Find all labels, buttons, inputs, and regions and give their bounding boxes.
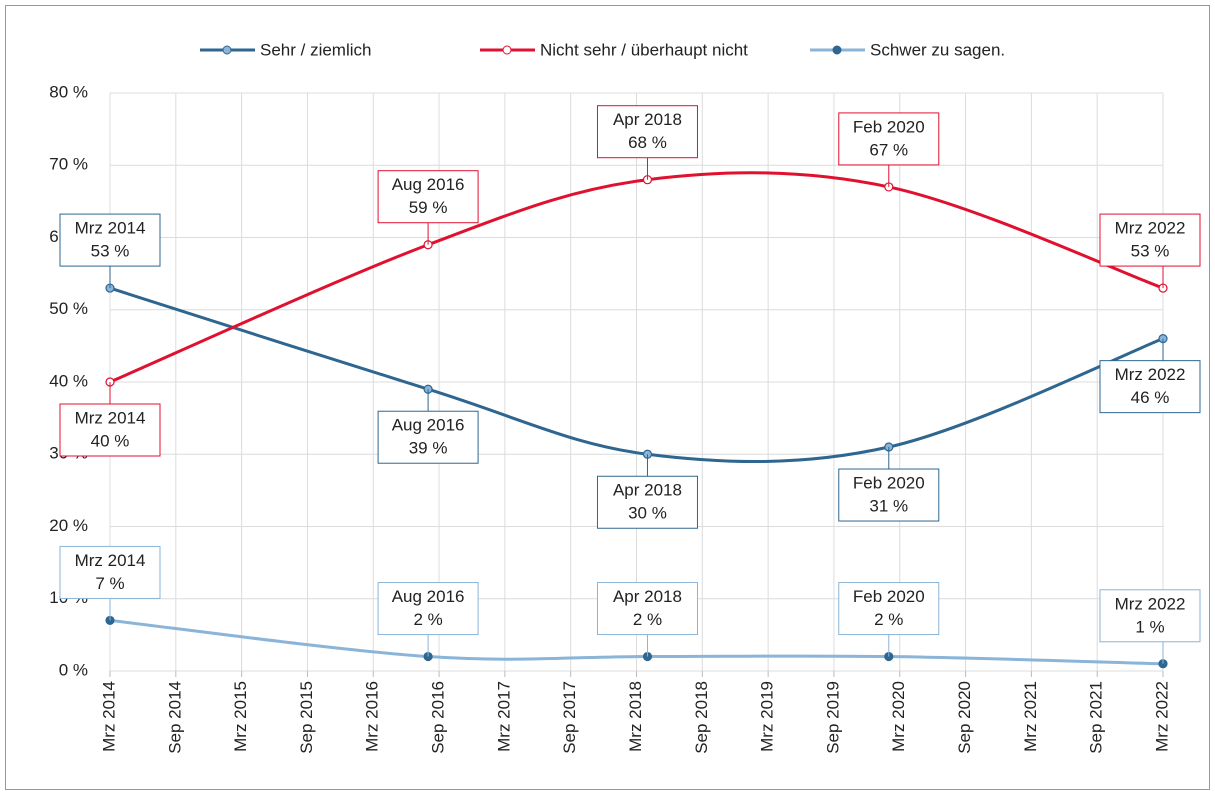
x-tick-label: Mrz 2022 [1152,681,1171,752]
label-value: 46 % [1131,388,1170,407]
label-date: Mrz 2022 [1115,219,1186,238]
label-date: Apr 2018 [613,481,682,500]
x-tick-label: Mrz 2020 [889,681,908,752]
label-value: 1 % [1135,617,1164,636]
data-label: Aug 2016 39 % [377,389,479,464]
legend-label: Schwer zu sagen. [870,40,1005,59]
data-label: Aug 2016 2 % [377,582,479,657]
y-tick-label: 20 % [49,516,88,535]
label-value: 2 % [633,610,662,629]
label-date: Aug 2016 [392,587,465,606]
label-date: Apr 2018 [613,587,682,606]
label-date: Aug 2016 [392,175,465,194]
label-date: Mrz 2014 [75,219,146,238]
label-box [59,545,161,599]
label-date: Mrz 2022 [1115,594,1186,613]
legend-label: Sehr / ziemlich [260,40,371,59]
label-date: Feb 2020 [853,474,925,493]
x-tick-label: Mrz 2014 [99,681,118,752]
x-tick-label: Sep 2021 [1087,681,1106,754]
label-date: Apr 2018 [613,110,682,129]
legend-label: Nicht sehr / überhaupt nicht [540,40,748,59]
label-value: 7 % [95,574,124,593]
x-tick-label: Sep 2020 [955,681,974,754]
label-box [59,213,161,267]
x-tick-label: Mrz 2017 [494,681,513,752]
x-tick-label: Sep 2017 [560,681,579,754]
data-label: Apr 2018 30 % [596,454,698,529]
label-box [377,582,479,636]
label-box [838,468,940,522]
label-value: 53 % [91,242,130,261]
label-value: 40 % [91,431,130,450]
label-box [1099,213,1201,267]
y-tick-label: 0 % [59,660,88,679]
label-box [377,410,479,464]
data-label: Mrz 2022 53 % [1099,213,1201,289]
data-label: Apr 2018 68 % [596,105,698,180]
label-value: 31 % [869,497,908,516]
label-box [377,170,479,224]
label-date: Mrz 2022 [1115,365,1186,384]
data-label: Apr 2018 2 % [596,582,698,657]
x-tick-label: Mrz 2015 [231,681,250,752]
data-label: Aug 2016 59 % [377,170,479,245]
x-tick-label: Mrz 2021 [1021,681,1040,752]
label-date: Feb 2020 [853,117,925,136]
label-value: 67 % [869,140,908,159]
label-value: 68 % [628,133,667,152]
data-label: Feb 2020 2 % [838,582,940,657]
data-label: Mrz 2022 1 % [1099,589,1201,664]
label-box [838,582,940,636]
label-box [596,582,698,636]
data-label: Mrz 2022 46 % [1099,338,1201,414]
x-tick-label: Sep 2014 [165,681,184,754]
x-tick-label: Sep 2016 [429,681,448,754]
x-tick-label: Mrz 2016 [363,681,382,752]
label-box [838,112,940,166]
data-label: Mrz 2014 7 % [59,545,161,621]
legend-marker [502,45,512,55]
label-date: Mrz 2014 [75,408,146,427]
x-tick-label: Mrz 2018 [626,681,645,752]
label-box [59,403,161,457]
label-date: Mrz 2014 [75,551,146,570]
label-value: 2 % [874,610,903,629]
legend-marker [222,45,232,55]
x-tick-label: Mrz 2019 [758,681,777,752]
y-tick-label: 80 % [49,82,88,101]
y-tick-label: 70 % [49,155,88,174]
data-label: Mrz 2014 40 % [59,382,161,457]
x-tick-label: Sep 2019 [823,681,842,754]
label-box [596,475,698,529]
data-label: Feb 2020 67 % [838,112,940,187]
label-date: Feb 2020 [853,587,925,606]
data-label: Mrz 2014 53 % [59,213,161,289]
label-box [596,105,698,159]
y-tick-label: 50 % [49,299,88,318]
label-value: 53 % [1131,242,1170,261]
label-box [1099,589,1201,643]
data-label: Feb 2020 31 % [838,447,940,522]
x-tick-label: Sep 2015 [297,681,316,754]
legend-marker [832,45,842,55]
x-tick-label: Sep 2018 [692,681,711,754]
y-tick-label: 40 % [49,371,88,390]
label-value: 59 % [409,198,448,217]
label-value: 2 % [413,610,442,629]
label-date: Aug 2016 [392,416,465,435]
label-box [1099,360,1201,414]
label-value: 30 % [628,504,667,523]
label-value: 39 % [409,439,448,458]
